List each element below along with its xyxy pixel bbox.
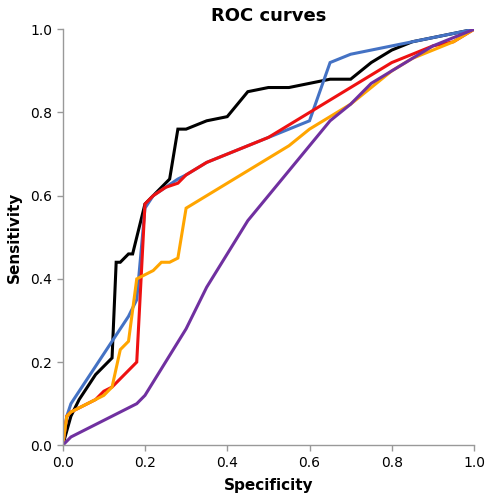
X-axis label: Specificity: Specificity <box>223 478 313 493</box>
Title: ROC curves: ROC curves <box>211 7 326 25</box>
Y-axis label: Sensitivity: Sensitivity <box>7 192 22 283</box>
